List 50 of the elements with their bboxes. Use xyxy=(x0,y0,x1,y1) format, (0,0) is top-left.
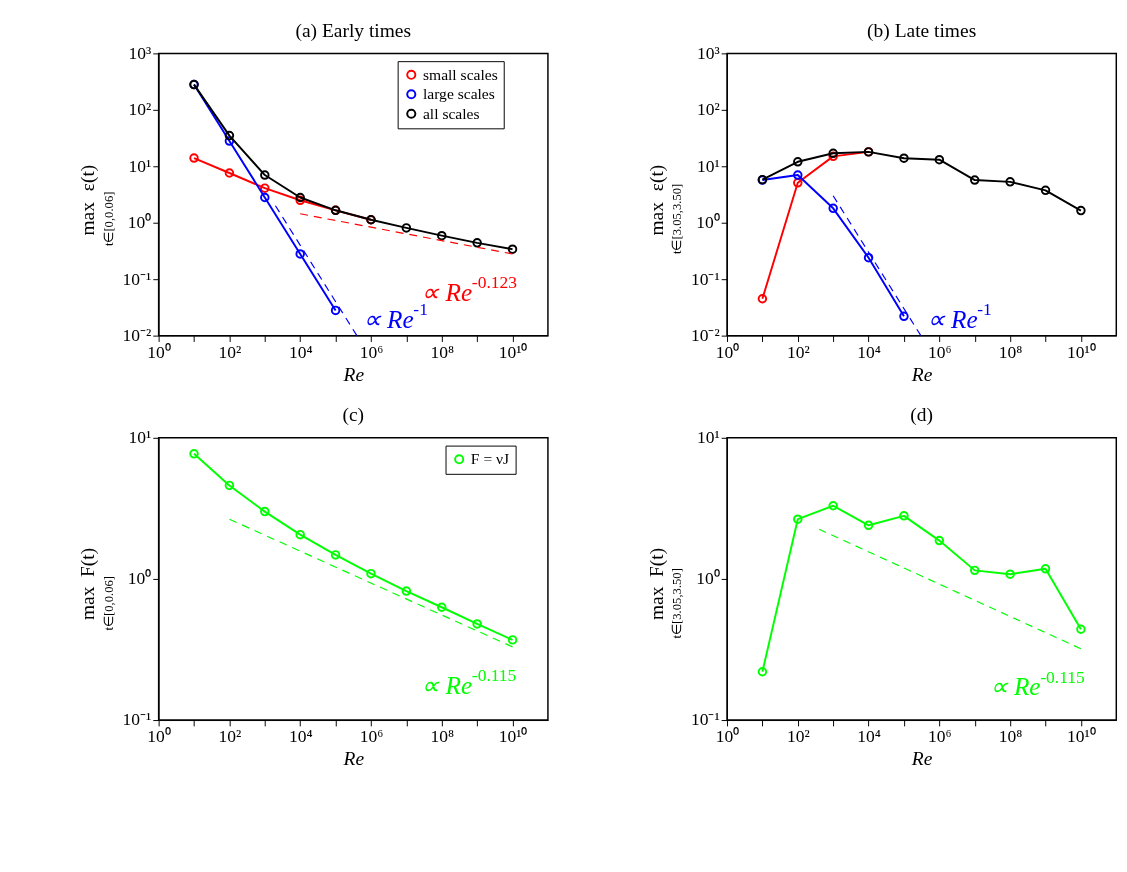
x-tick-label: 10⁶ xyxy=(928,725,952,746)
y-tick-label: 10⁰ xyxy=(696,568,720,589)
legend-label: F = νJ xyxy=(470,450,510,468)
legend-label: small scales xyxy=(422,65,498,83)
x-axis-title: Re xyxy=(910,363,933,385)
y-tick-label: 10² xyxy=(128,99,152,120)
chart-title: (d) xyxy=(910,404,933,427)
chart-title: (b) Late times xyxy=(867,19,977,42)
y-tick-label: 10⁰ xyxy=(127,568,152,589)
legend-label: all scales xyxy=(422,104,480,122)
x-tick-label: 10² xyxy=(218,725,242,746)
y-axis-title: maxt∈[0,0.06] ε(t) xyxy=(77,164,116,247)
x-tick-label: 10⁸ xyxy=(998,341,1023,362)
y-tick-label: 10¹ xyxy=(696,155,720,176)
x-tick-label: 10⁶ xyxy=(359,341,384,362)
x-tick-label: 10⁸ xyxy=(998,725,1023,746)
y-tick-label: 10¹ xyxy=(128,155,152,176)
x-tick-label: 10⁴ xyxy=(288,725,313,746)
chart-title: (a) Early times xyxy=(295,19,412,42)
x-axis-title: Re xyxy=(342,363,365,385)
x-axis-title: Re xyxy=(910,748,933,770)
x-tick-label: 10⁴ xyxy=(857,725,881,746)
y-tick-label: 10⁻¹ xyxy=(122,268,152,289)
x-tick-label: 10⁸ xyxy=(430,725,455,746)
y-tick-label: 10³ xyxy=(128,42,152,63)
x-tick-label: 10¹⁰ xyxy=(1067,725,1096,746)
x-tick-label: 10² xyxy=(786,725,810,746)
y-tick-label: 10⁻¹ xyxy=(690,268,720,289)
x-tick-label: 10¹⁰ xyxy=(498,341,528,362)
x-axis-title: Re xyxy=(342,748,365,770)
y-axis-title: maxt∈[0,0.06] F(t) xyxy=(77,547,116,631)
x-tick-label: 10¹⁰ xyxy=(498,725,528,746)
y-tick-label: 10⁰ xyxy=(696,212,720,233)
y-tick-label: 10¹ xyxy=(696,427,720,448)
y-axis-title: maxt∈[3.05,3.50] F(t) xyxy=(645,547,685,639)
x-tick-label: 10² xyxy=(218,341,242,362)
x-tick-label: 10⁴ xyxy=(288,341,313,362)
x-tick-label: 10⁴ xyxy=(857,341,881,362)
x-tick-label: 10⁸ xyxy=(430,341,455,362)
x-tick-label: 10⁶ xyxy=(359,725,384,746)
y-tick-label: 10¹ xyxy=(128,427,152,448)
x-tick-label: 10¹⁰ xyxy=(1067,341,1096,362)
y-axis-title: maxt∈[3.05,3.50] ε(t) xyxy=(645,164,685,255)
y-tick-label: 10² xyxy=(696,99,720,120)
x-tick-label: 10² xyxy=(786,341,810,362)
y-tick-label: 10³ xyxy=(696,42,720,63)
x-tick-label: 10⁶ xyxy=(928,341,952,362)
legend-label: large scales xyxy=(422,85,495,103)
y-tick-label: 10⁰ xyxy=(127,212,152,233)
chart-title: (c) xyxy=(342,404,365,427)
